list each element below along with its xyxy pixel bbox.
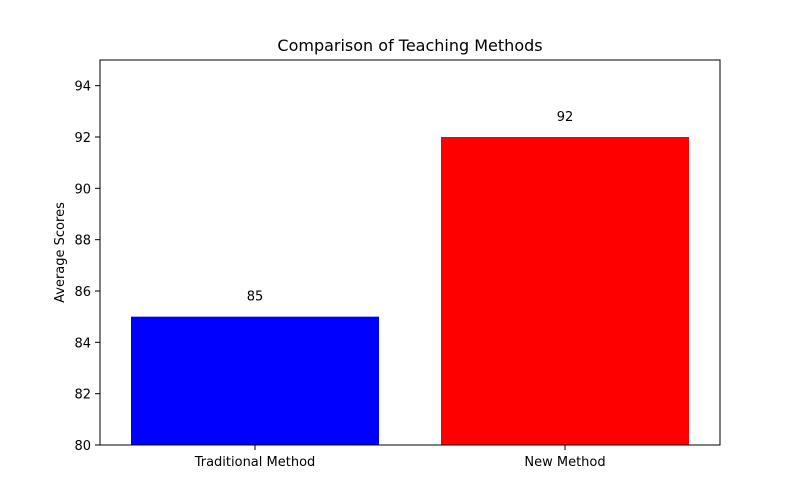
- y-tick-label-86: 86: [74, 285, 91, 300]
- data-label-traditional-method: 85: [247, 290, 264, 305]
- data-labels: 85 92: [247, 110, 574, 305]
- chart-title: Comparison of Teaching Methods: [277, 36, 542, 55]
- bar-new-method: [441, 137, 689, 445]
- y-axis: 80 82 84 86 88 90 92 94: [74, 80, 100, 454]
- y-tick-label-94: 94: [74, 80, 91, 95]
- x-tick-label-new-method: New Method: [524, 455, 605, 470]
- plot-frame: [99, 59, 721, 446]
- x-axis: Traditional Method New Method: [194, 445, 606, 470]
- y-tick-label-84: 84: [74, 336, 91, 351]
- y-tick-label-92: 92: [74, 131, 91, 146]
- x-tick-label-traditional-method: Traditional Method: [194, 455, 316, 470]
- bar-series: [131, 137, 689, 445]
- y-tick-label-82: 82: [74, 388, 91, 403]
- bar-traditional-method: [131, 316, 379, 445]
- data-label-new-method: 92: [557, 110, 574, 125]
- y-tick-label-80: 80: [74, 439, 91, 454]
- plot-area: 85 92: [99, 59, 721, 446]
- y-tick-label-88: 88: [74, 234, 91, 249]
- y-axis-label: Average Scores: [53, 202, 68, 303]
- y-tick-label-90: 90: [74, 182, 91, 197]
